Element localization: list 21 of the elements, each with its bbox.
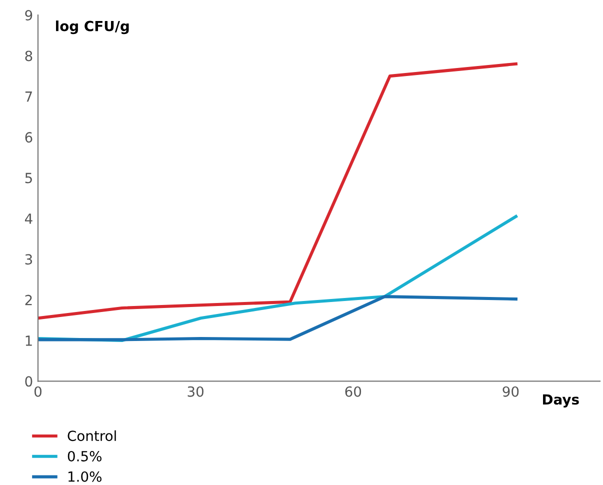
y-tick-label: 2 — [25, 294, 32, 306]
legend-label: Control — [68, 430, 116, 442]
y-tick-label: 1 — [26, 336, 32, 346]
legend-label: 0.5% — [68, 450, 102, 462]
y-axis-title: log CFU/g — [56, 20, 129, 34]
y-tick-label: 4 — [24, 214, 32, 224]
line-series — [38, 295, 518, 342]
y-tick-label: 5 — [25, 172, 32, 184]
x-tick-label: 60 — [345, 386, 362, 397]
legend-label: 1.0% — [68, 471, 102, 482]
y-tick-label: 0 — [25, 376, 32, 387]
y-tick-label: 3 — [25, 254, 32, 265]
x-axis-title: Days — [543, 394, 579, 408]
y-tick-label: 6 — [25, 132, 32, 143]
y-tick-label: 8 — [25, 50, 32, 62]
x-tick-label: 90 — [502, 386, 519, 397]
x-tick-label: 30 — [188, 386, 204, 397]
y-tick-label: 7 — [25, 92, 32, 102]
y-tick-label: 9 — [25, 10, 32, 21]
line-series — [38, 62, 518, 320]
x-tick-label: 0 — [34, 386, 42, 397]
